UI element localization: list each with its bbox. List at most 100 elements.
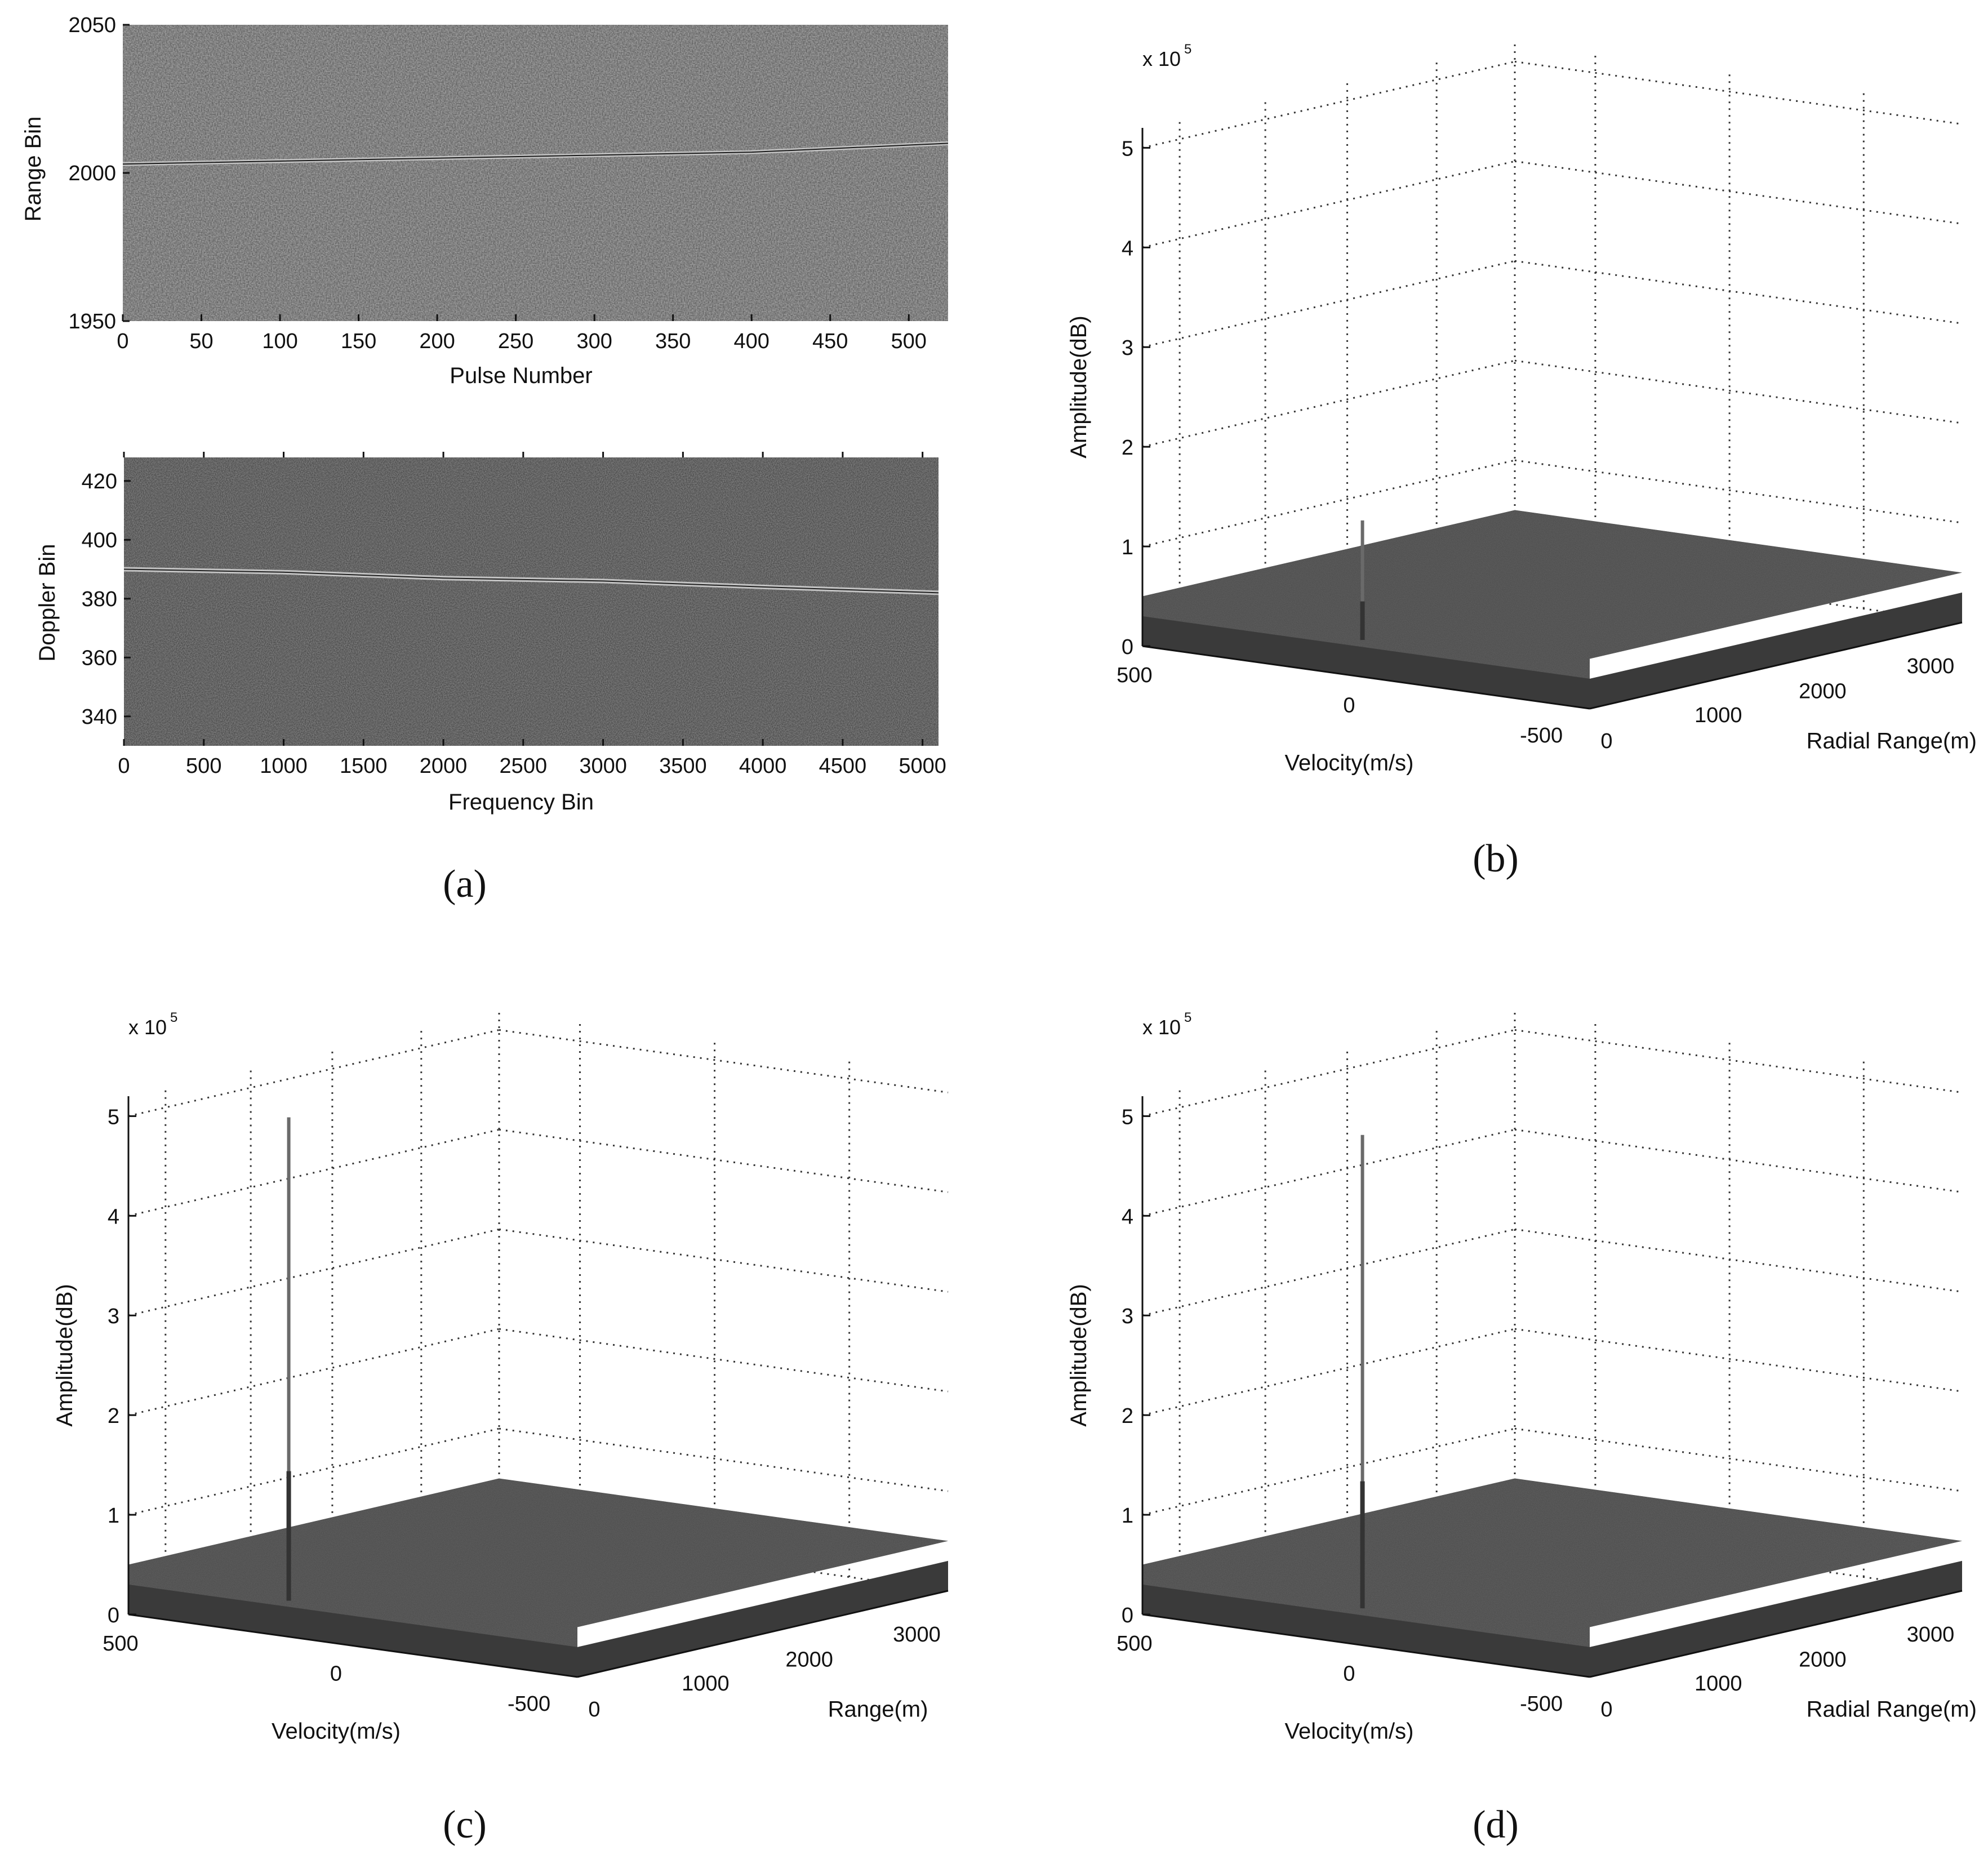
z-tick-label: 0 bbox=[1122, 635, 1133, 659]
z-gridline bbox=[128, 1427, 500, 1516]
chart-a-top: 0 50 100 150 200 250 300 350 400 450 500 1950 2000 2… bbox=[21, 14, 949, 388]
velocity-axis-label: Velocity(m/s) bbox=[272, 1719, 401, 1744]
z-tick-label: 2 bbox=[108, 1404, 119, 1428]
y-tick-label: 1950 bbox=[68, 310, 116, 333]
panel-label-b: (b) bbox=[1473, 837, 1519, 880]
z-gridline bbox=[128, 1228, 500, 1316]
velocity-tick-label: -500 bbox=[1520, 724, 1563, 748]
a-bottom-y-ticks: 340 360 380 400 420 bbox=[82, 470, 131, 729]
z-axis-label: Amplitude(dB) bbox=[1066, 1284, 1091, 1426]
velocity-axis bbox=[1142, 645, 1590, 710]
z-gridline bbox=[1142, 260, 1515, 348]
range-axis bbox=[1589, 1590, 1963, 1678]
z-gridline bbox=[1142, 1328, 1515, 1416]
chart-a-bottom: 0 500 1000 1500 2000 2500 3000 3500 4000 4500 5000… bbox=[35, 452, 946, 815]
x-tick-label: 5000 bbox=[899, 754, 946, 778]
z-tick-label: 4 bbox=[1122, 237, 1133, 260]
velocity-axis-label: Velocity(m/s) bbox=[1285, 1719, 1414, 1744]
x-tick-label: 4000 bbox=[739, 754, 787, 778]
velocity-tick-label: 500 bbox=[103, 1632, 138, 1656]
z-gridline bbox=[1514, 359, 1963, 424]
z-axis-label: Amplitude(dB) bbox=[52, 1284, 77, 1426]
range-tick-label: 3000 bbox=[1907, 655, 1955, 678]
y-tick-label: 420 bbox=[82, 470, 117, 493]
y-tick-label: 2000 bbox=[68, 162, 116, 185]
z-gridline bbox=[1514, 459, 1963, 524]
z-gridline bbox=[1142, 359, 1515, 448]
x-tick-label: 0 bbox=[118, 754, 130, 778]
z-gridline bbox=[1514, 1128, 1963, 1193]
z-gridline bbox=[499, 1228, 949, 1293]
z-scale-label: x 10 bbox=[128, 1016, 167, 1039]
range-tick-label: 3000 bbox=[893, 1623, 941, 1647]
range-axis bbox=[1589, 621, 1963, 710]
surface-front-edge bbox=[1142, 616, 1590, 709]
z-gridline bbox=[1514, 1029, 1963, 1093]
a-bottom-plot-noise bbox=[124, 457, 939, 746]
surface-side-edge bbox=[577, 1560, 948, 1677]
a-bottom-ylabel: Doppler Bin bbox=[35, 544, 60, 661]
x-tick-label: 250 bbox=[498, 330, 533, 353]
z-gridline bbox=[128, 1328, 500, 1416]
z-gridline bbox=[1142, 1029, 1515, 1117]
range-tick-label: 2000 bbox=[785, 1648, 833, 1671]
z-scale-label: x 10 bbox=[1142, 47, 1181, 70]
z-gridline bbox=[1142, 1128, 1515, 1217]
z-gridline bbox=[1514, 1328, 1963, 1393]
x-tick-label: 100 bbox=[262, 330, 297, 353]
y-tick-label: 340 bbox=[82, 705, 117, 729]
y-tick-label: 380 bbox=[82, 588, 117, 611]
x-tick-label: 150 bbox=[341, 330, 376, 353]
x-tick-label: 350 bbox=[655, 330, 691, 353]
x-tick-label: 4500 bbox=[819, 754, 867, 778]
x-tick-label: 3500 bbox=[659, 754, 707, 778]
a-top-track-line bbox=[122, 143, 949, 165]
range-axis bbox=[577, 1590, 949, 1678]
range-axis-label: Range(m) bbox=[828, 1697, 928, 1721]
z-gridline bbox=[1514, 1228, 1963, 1293]
z-gridline bbox=[499, 1029, 949, 1093]
z-gridline bbox=[1142, 1427, 1515, 1516]
z-gridline bbox=[1514, 1427, 1963, 1492]
y-tick-label: 360 bbox=[82, 646, 117, 670]
z-gridline bbox=[128, 1128, 500, 1217]
range-tick-label: 1000 bbox=[1695, 704, 1742, 727]
z-gridline bbox=[128, 1029, 500, 1117]
x-tick-label: 500 bbox=[186, 754, 221, 778]
x-tick-label: 50 bbox=[189, 330, 213, 353]
z-gridline bbox=[1142, 160, 1515, 248]
range-tick-label: 0 bbox=[588, 1698, 600, 1721]
range-tick-label: 2000 bbox=[1799, 1648, 1847, 1671]
surface-front-edge bbox=[1142, 1584, 1590, 1677]
range-tick-label: 3000 bbox=[1907, 1623, 1955, 1647]
a-top-ylabel: Range Bin bbox=[21, 117, 46, 222]
z-tick-label: 4 bbox=[1122, 1205, 1133, 1229]
z-tick-label: 5 bbox=[108, 1105, 119, 1129]
z-gridline bbox=[1142, 1228, 1515, 1316]
x-tick-label: 500 bbox=[891, 330, 927, 353]
z-tick-label: 3 bbox=[1122, 1305, 1133, 1328]
x-tick-label: 300 bbox=[576, 330, 612, 353]
z-scale-exponent: 5 bbox=[1184, 42, 1191, 57]
z-tick-label: 1 bbox=[1122, 1504, 1133, 1528]
z-gridline bbox=[1514, 160, 1963, 225]
surface-side-edge bbox=[1590, 592, 1962, 709]
z-gridline bbox=[1514, 60, 1963, 125]
z-tick-label: 5 bbox=[1122, 1105, 1133, 1129]
z-gridline bbox=[499, 1128, 949, 1193]
velocity-axis bbox=[128, 1613, 578, 1678]
range-tick-label: 0 bbox=[1600, 1698, 1612, 1721]
range-axis-label: Radial Range(m) bbox=[1807, 728, 1977, 753]
z-tick-label: 3 bbox=[1122, 336, 1133, 360]
z-tick-label: 3 bbox=[108, 1305, 119, 1328]
y-tick-label: 400 bbox=[82, 528, 117, 552]
z-tick-label: 0 bbox=[1122, 1604, 1133, 1627]
velocity-tick-label: 500 bbox=[1117, 1632, 1152, 1656]
z-gridline bbox=[1142, 60, 1515, 149]
surface-side-edge bbox=[1590, 1560, 1962, 1677]
velocity-axis-label: Velocity(m/s) bbox=[1285, 751, 1414, 776]
z-gridline bbox=[499, 1427, 949, 1492]
